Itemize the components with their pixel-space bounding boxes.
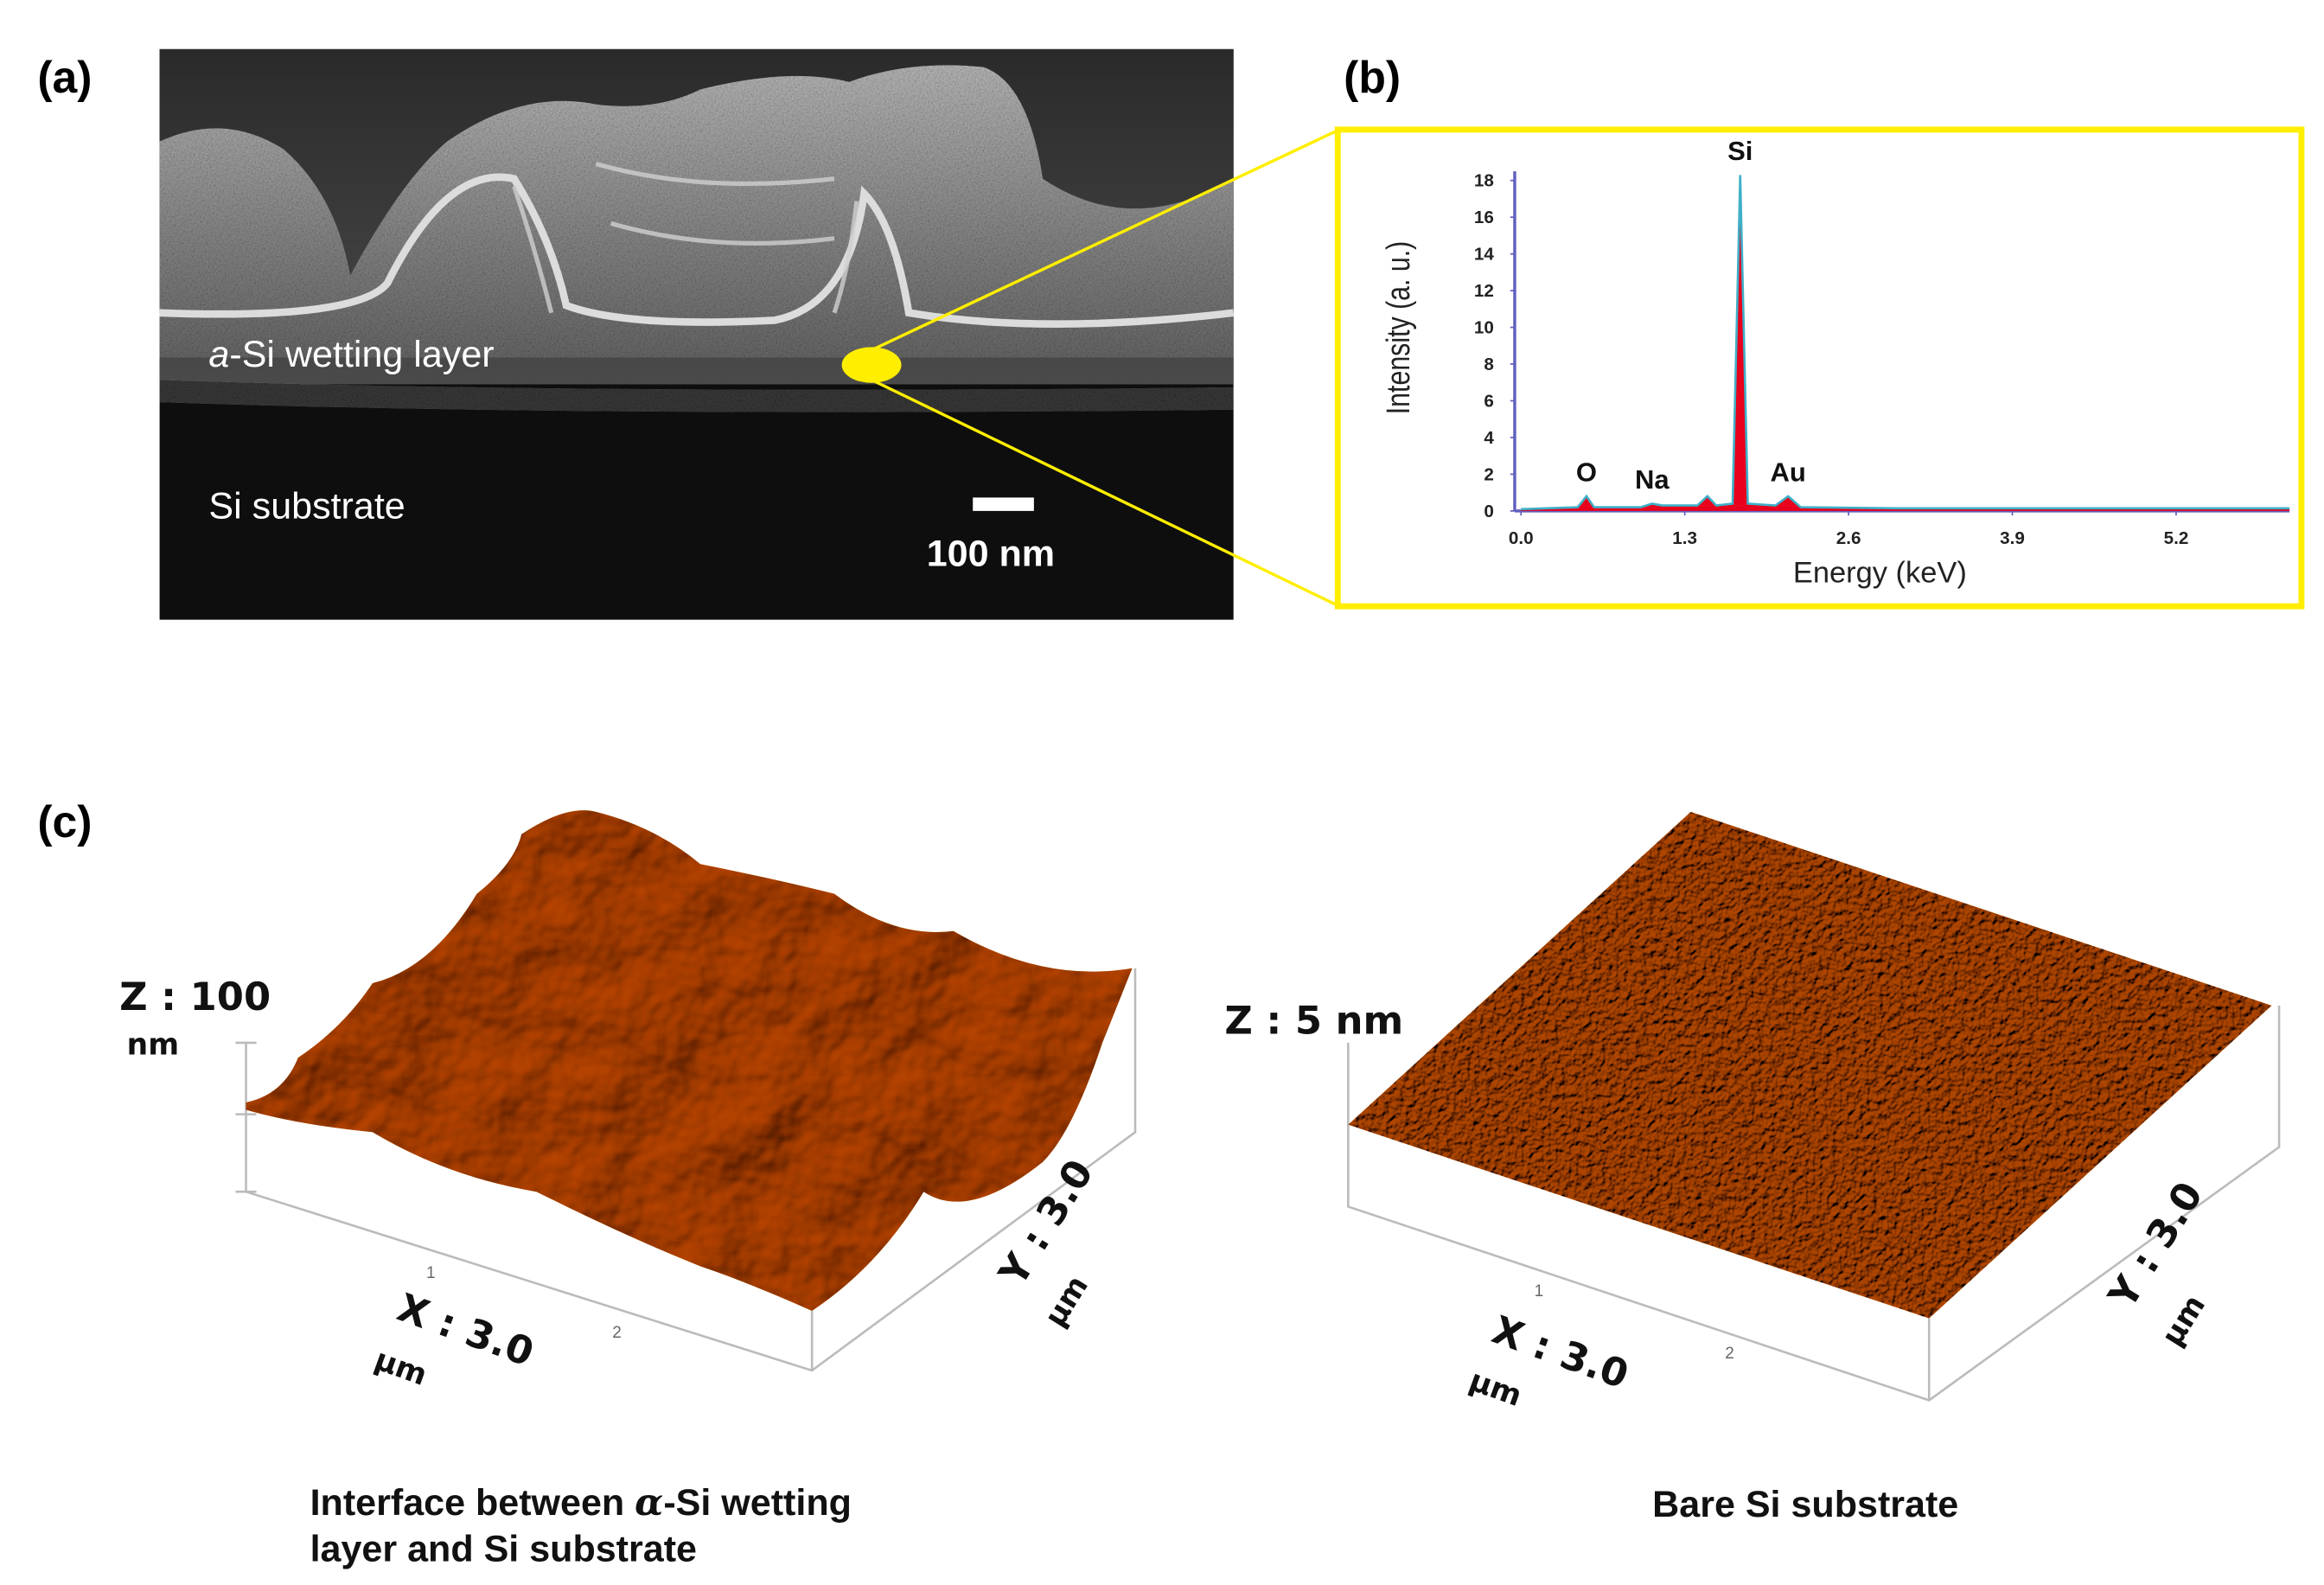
panel-label: (b) bbox=[1344, 52, 1401, 102]
x-axis-title: Energy (keV) bbox=[1793, 557, 1967, 590]
peak-label: Na bbox=[1635, 464, 1670, 495]
y-tick-label: 10 bbox=[1474, 317, 1494, 337]
x-tick-label: 0.0 bbox=[1509, 528, 1534, 548]
afm-left bbox=[235, 810, 1137, 1372]
y-axis-title: Intensity (a. u.) bbox=[1381, 241, 1417, 414]
substrate-label: Si substrate bbox=[208, 486, 405, 527]
peak-label: O bbox=[1576, 457, 1597, 488]
afm-right bbox=[1347, 811, 2281, 1402]
panel-label: (c) bbox=[37, 796, 92, 847]
axis-tick: 1 bbox=[1535, 1282, 1544, 1301]
y-tick-label: 8 bbox=[1484, 355, 1494, 374]
y-unit: µm bbox=[1038, 1269, 1095, 1333]
layer-label: a-Si wetting layer bbox=[208, 334, 494, 375]
y-tick-label: 18 bbox=[1474, 171, 1494, 191]
caption: Bare Si substrate bbox=[1652, 1484, 1958, 1525]
spectrum-line bbox=[1521, 175, 2290, 511]
peak-label: Si bbox=[1727, 136, 1753, 166]
zoom-line bbox=[871, 130, 1338, 352]
y-tick-label: 2 bbox=[1484, 464, 1494, 484]
y-tick-label: 0 bbox=[1484, 502, 1494, 521]
caption: Interface between α-Si wetting bbox=[310, 1481, 852, 1524]
z-label: Z : 100 bbox=[119, 974, 271, 1019]
scale-bar-label: 100 nm bbox=[927, 534, 1055, 575]
axis-tick: 2 bbox=[1725, 1345, 1734, 1363]
x-tick-label: 1.3 bbox=[1672, 528, 1697, 548]
caption-part: α bbox=[635, 1481, 663, 1524]
x-tick-label: 5.2 bbox=[2164, 528, 2189, 548]
z-unit: nm bbox=[127, 1028, 179, 1063]
y-unit: µm bbox=[2155, 1289, 2212, 1352]
y-tick-label: 16 bbox=[1474, 208, 1494, 227]
panel-label: (a) bbox=[37, 52, 92, 102]
peak-label: Au bbox=[1770, 457, 1805, 488]
x-tick-label: 2.6 bbox=[1836, 528, 1861, 548]
sem-image bbox=[159, 48, 1235, 620]
x-unit: µm bbox=[370, 1342, 431, 1393]
layer-label-italic: a bbox=[208, 334, 229, 375]
eds-chart: 0 2 4 6 8 10 12 14 16 18 0.0 1.3 2.6 3.9 5.2 O Na Si Au bbox=[1474, 136, 2290, 548]
y-tick-label: 4 bbox=[1484, 428, 1494, 448]
caption-part: -Si wetting bbox=[663, 1482, 852, 1524]
y-tick-label: 12 bbox=[1474, 281, 1494, 301]
y-label: Y : 3.0 bbox=[2099, 1173, 2212, 1316]
eds-frame bbox=[1334, 126, 2305, 610]
axis-tick: 1 bbox=[426, 1264, 436, 1282]
x-tick-label: 3.9 bbox=[2000, 528, 2025, 548]
caption-part: layer and Si substrate bbox=[310, 1528, 697, 1569]
y-tick-label: 14 bbox=[1474, 245, 1494, 265]
zoom-line bbox=[871, 378, 1338, 606]
layer-label-rest: -Si wetting layer bbox=[229, 334, 494, 375]
z-label: Z : 5 nm bbox=[1224, 998, 1403, 1044]
x-unit: µm bbox=[1465, 1363, 1526, 1414]
caption-part: Interface between bbox=[310, 1482, 635, 1524]
y-tick-label: 6 bbox=[1484, 391, 1494, 411]
axis-tick: 2 bbox=[612, 1324, 622, 1342]
caption: layer and Si substrate bbox=[310, 1528, 697, 1569]
